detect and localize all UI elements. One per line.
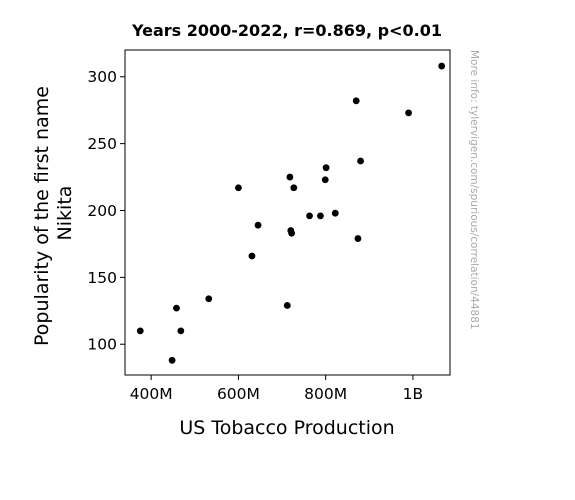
y-axis-label-line-2: Nikita [54, 186, 76, 241]
chart-title: Years 2000-2022, r=0.869, p<0.01 [131, 21, 442, 40]
y-tick-label: 150 [87, 269, 117, 287]
data-point [438, 62, 446, 70]
data-point [168, 356, 176, 364]
y-tick-label: 250 [87, 135, 117, 153]
data-point [288, 229, 296, 237]
data-point [321, 176, 329, 184]
x-axis-label: US Tobacco Production [179, 417, 394, 439]
y-axis-label: Popularity of the first name Nikita [31, 80, 76, 346]
plot-area [124, 49, 451, 376]
watermark: More info: tylervigen.com/spurious/corre… [468, 50, 480, 330]
data-point [357, 157, 364, 165]
data-point [235, 184, 242, 192]
data-point [354, 235, 362, 242]
y-tick-label: 200 [87, 202, 117, 220]
data-point [136, 327, 144, 335]
data-point [317, 212, 324, 220]
data-point [173, 304, 180, 312]
data-point [283, 302, 291, 309]
x-tick-label: 400M [130, 385, 173, 403]
x-tick-label: 600M [217, 385, 260, 403]
y-tick-label: 100 [87, 336, 117, 354]
data-point [248, 252, 256, 260]
data-point [286, 173, 294, 181]
data-point [205, 295, 213, 303]
x-tick-label: 800M [304, 385, 347, 403]
y-tick-label: 300 [87, 68, 117, 86]
data-point [254, 221, 262, 229]
y-axis-label-line-1: Popularity of the first name [31, 86, 53, 346]
y-axis: 100 150 200 250 300 [87, 68, 125, 354]
data-point [177, 327, 185, 335]
data-point [306, 212, 313, 220]
data-point [352, 97, 360, 105]
data-point [405, 109, 412, 117]
data-point [290, 184, 298, 192]
data-points [136, 62, 446, 364]
x-axis: 400M 600M 800M 1B [130, 375, 423, 403]
x-tick-label: 1B [403, 385, 424, 403]
data-point [322, 164, 330, 172]
data-point [331, 209, 339, 217]
